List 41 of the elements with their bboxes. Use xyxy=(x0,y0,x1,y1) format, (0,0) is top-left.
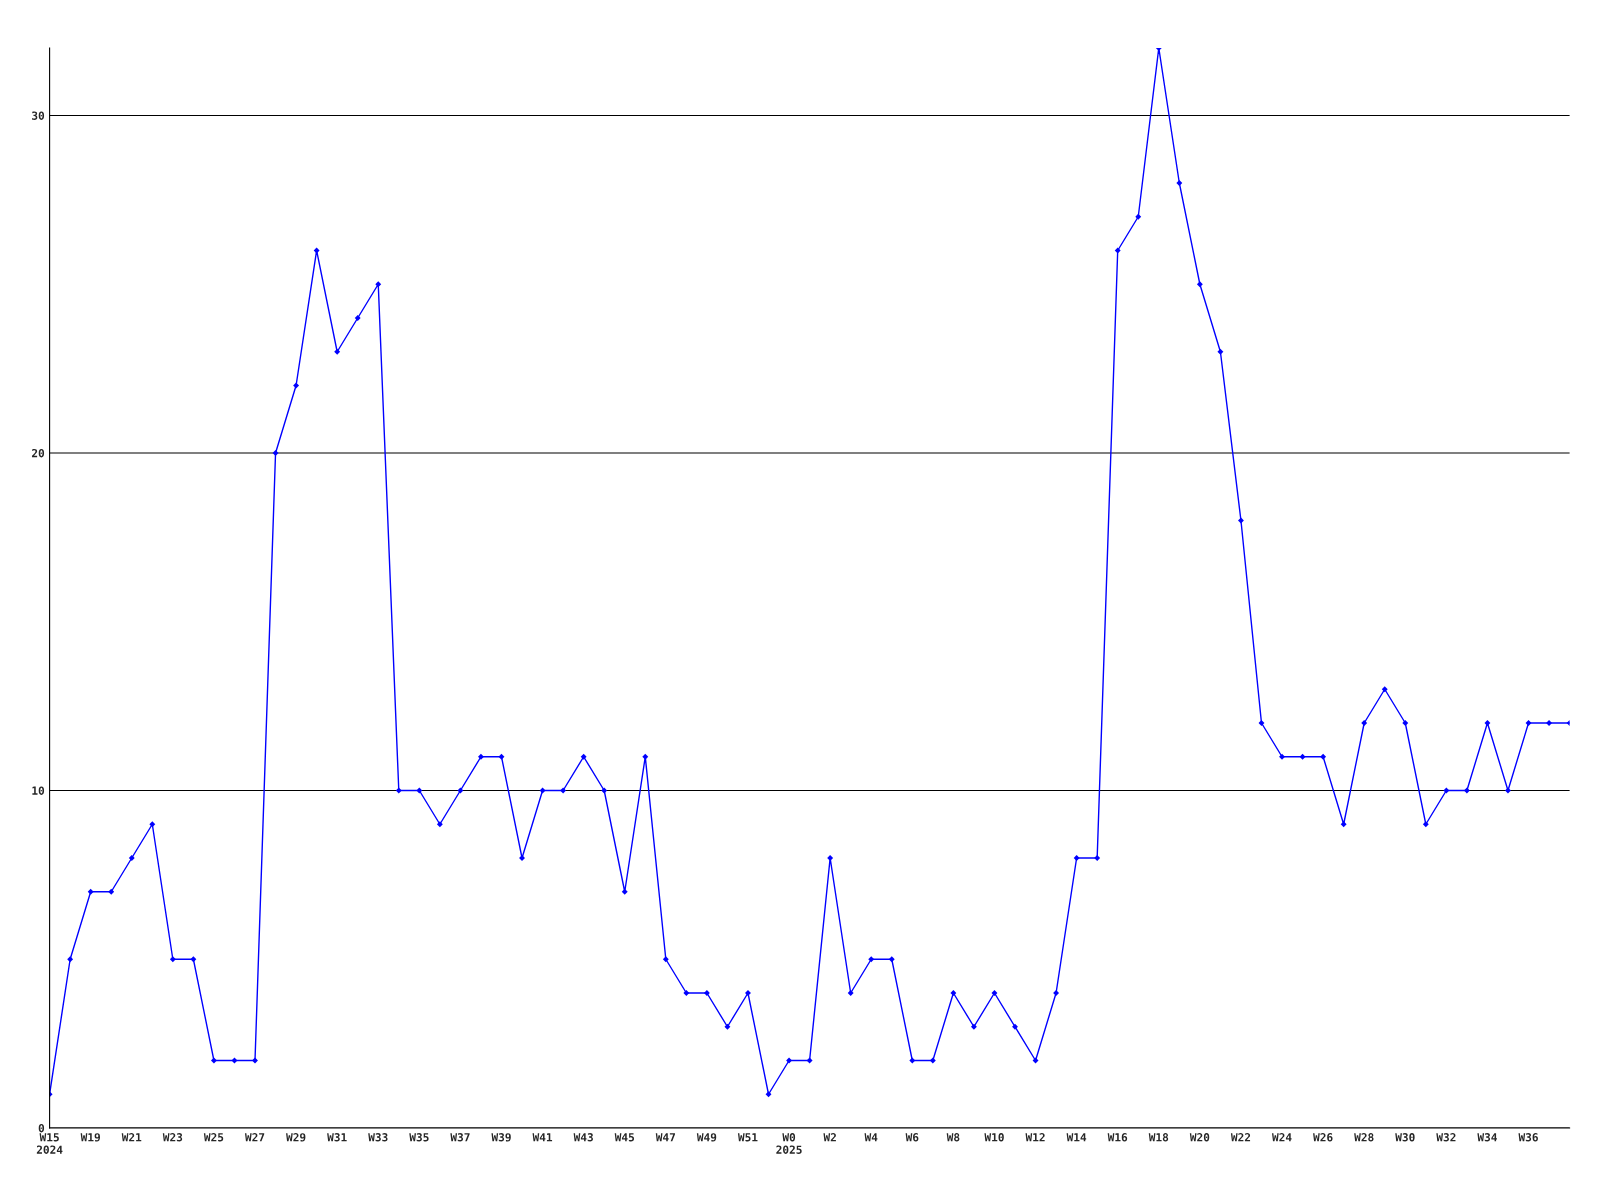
x-tick-label: W30 xyxy=(1395,1133,1415,1142)
x-tick-label: W43 xyxy=(573,1133,593,1142)
x-tick-label: W29 xyxy=(286,1133,306,1142)
y-tick-label: 30 xyxy=(32,111,45,120)
x-tick-label: W2 xyxy=(823,1133,836,1142)
x-tick-label: W32 xyxy=(1436,1133,1456,1142)
x-tick-label: W16 xyxy=(1107,1133,1128,1142)
x-tick-label: W6 xyxy=(905,1133,919,1142)
x-tick-label: W4 xyxy=(864,1133,878,1142)
x-tick-label: W31 xyxy=(327,1133,347,1142)
x-tick-label: W36 xyxy=(1518,1133,1538,1142)
x-tick-label: W39 xyxy=(491,1133,511,1142)
y-tick-label: 20 xyxy=(31,448,45,458)
x-tick-label: W34 xyxy=(1477,1133,1497,1142)
x-tick-label: W25 xyxy=(203,1133,224,1142)
x-tick-label: W28 xyxy=(1354,1133,1374,1142)
x-tick-label: W14 xyxy=(1066,1133,1087,1142)
x-tick-label: W51 xyxy=(737,1133,758,1142)
y-tick-label: 0 xyxy=(38,1123,45,1133)
x-tick-label: W23 xyxy=(162,1133,183,1142)
x-tick-label: W27 xyxy=(244,1133,265,1142)
x-tick-label: W35 xyxy=(409,1133,429,1142)
x-tick-label: W24 xyxy=(1272,1133,1292,1142)
x-tick-label: W20 xyxy=(1189,1133,1210,1142)
x-tick-label: W47 xyxy=(655,1133,676,1142)
x-tick-label: W15 2024 xyxy=(36,1133,63,1154)
x-tick-label: W26 xyxy=(1313,1133,1333,1142)
y-tick-label: 10 xyxy=(32,786,45,795)
x-tick-label: W37 xyxy=(450,1133,470,1142)
x-tick-label: W19 xyxy=(80,1133,101,1142)
x-tick-label: W41 xyxy=(532,1133,553,1142)
x-tick-label: W8 xyxy=(946,1133,960,1142)
x-tick-label: W12 xyxy=(1025,1133,1045,1142)
x-tick-label: W18 xyxy=(1148,1133,1169,1142)
x-tick-label: W0 2025 xyxy=(776,1133,802,1154)
x-tick-label: W33 xyxy=(368,1133,388,1142)
x-tick-label: W22 xyxy=(1230,1133,1251,1142)
x-tick-label: W45 xyxy=(614,1133,635,1142)
x-tick-label: W49 xyxy=(696,1133,717,1142)
x-tick-label: W21 xyxy=(121,1133,142,1142)
x-tick-label: W10 xyxy=(984,1133,1004,1142)
